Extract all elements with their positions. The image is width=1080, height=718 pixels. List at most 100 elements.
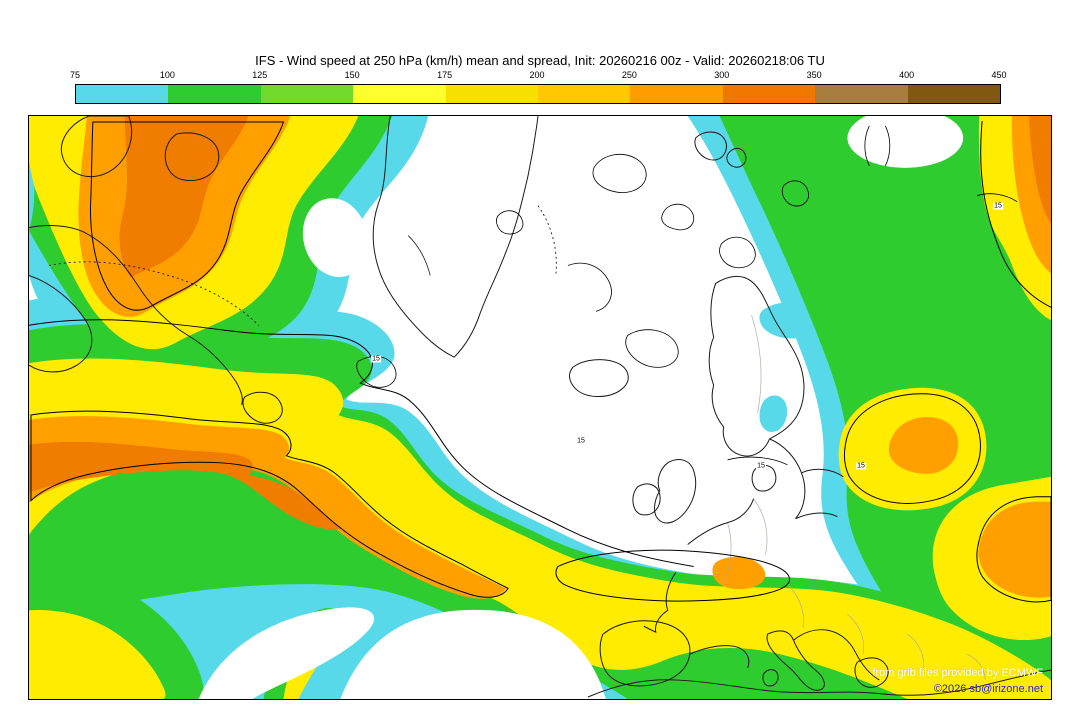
contour-spread-5 bbox=[625, 329, 679, 368]
coast-iberia bbox=[599, 620, 691, 687]
colorbar-tick-label: 100 bbox=[159, 70, 175, 80]
colorbar-segment bbox=[76, 85, 169, 103]
contour-atlantic-core bbox=[30, 410, 509, 598]
colorbar-segment bbox=[722, 85, 816, 103]
country-borders bbox=[723, 315, 986, 681]
coast-baltic-1 bbox=[769, 438, 806, 519]
contour-spread-10 bbox=[727, 456, 788, 466]
colorbar-tick-label: 75 bbox=[69, 70, 81, 80]
colorbar-tick-label: 300 bbox=[714, 70, 730, 80]
colorbar-ticks: 75 100 125 150 175 200 250 300 350 400 450 bbox=[70, 70, 1007, 82]
coast-svalbard-1 bbox=[694, 131, 727, 161]
coast-gulf-of-lion bbox=[689, 645, 750, 669]
contour-spread-7a bbox=[864, 125, 870, 167]
band-orange-europe-blob bbox=[712, 556, 766, 590]
contour-dashed-2 bbox=[537, 205, 557, 274]
colorbar-tick-label: 250 bbox=[621, 70, 637, 80]
band-deep-orange-topleft bbox=[119, 116, 249, 278]
coast-great-britain bbox=[654, 459, 697, 524]
colorbar-tick-label: 175 bbox=[437, 70, 453, 80]
band-orange-midright bbox=[888, 416, 959, 474]
contour-spread-6 bbox=[496, 210, 524, 235]
coast-ireland bbox=[632, 483, 661, 516]
coast-labrador bbox=[82, 231, 243, 406]
map-area: from grib files provided by ECMWF ©2026 … bbox=[28, 115, 1052, 700]
colorbar-tick-label: 125 bbox=[252, 70, 268, 80]
coast-greenland-fjord bbox=[407, 235, 431, 276]
contour-value-label: 15 bbox=[856, 462, 866, 470]
coast-baltic-2 bbox=[795, 512, 838, 520]
white-wedge-bottomleft bbox=[198, 607, 375, 699]
contour-dashed-1 bbox=[48, 261, 259, 326]
coast-stlawrence bbox=[29, 274, 93, 373]
white-gap-bottom-center bbox=[340, 609, 606, 699]
coast-greece bbox=[854, 657, 889, 688]
wind-bands bbox=[29, 116, 1051, 699]
colorbar-segment bbox=[907, 85, 1001, 103]
coastlines bbox=[29, 116, 1051, 698]
coast-denmark bbox=[751, 464, 777, 492]
colorbar-tick-label: 400 bbox=[899, 70, 915, 80]
border-line bbox=[723, 522, 732, 583]
colorbar-tick-label: 450 bbox=[991, 70, 1007, 80]
border-line bbox=[907, 633, 924, 671]
coast-adriatic bbox=[793, 629, 880, 681]
band-orange-right-edge bbox=[978, 501, 1051, 598]
contour-spread-3 bbox=[719, 236, 756, 269]
band-cyan-baltic-blob-1 bbox=[759, 302, 819, 339]
border-line bbox=[847, 614, 865, 655]
band-deep-orange-atlantic bbox=[29, 441, 343, 530]
contour-spread-4 bbox=[567, 262, 612, 312]
white-gap-top-right bbox=[847, 116, 964, 168]
contour-spread-11 bbox=[977, 193, 1018, 203]
contour-value-label: 15 bbox=[993, 202, 1003, 210]
colorbar-segment bbox=[353, 85, 446, 103]
chart-title: IFS - Wind speed at 250 hPa (km/h) mean … bbox=[255, 53, 825, 68]
coast-north-sea bbox=[687, 498, 755, 545]
colorbar-segment bbox=[538, 85, 631, 103]
border-line bbox=[967, 653, 986, 681]
contour-north-edge bbox=[29, 319, 694, 567]
colorbar-tick-label: 150 bbox=[344, 70, 360, 80]
contour-spread-2 bbox=[661, 203, 695, 231]
contour-value-label: 15 bbox=[576, 437, 586, 445]
colorbar-segment bbox=[168, 85, 261, 103]
contour-spread-7b bbox=[884, 125, 891, 167]
colorbar-tick-label: 350 bbox=[806, 70, 822, 80]
contour-value-label: 15 bbox=[371, 355, 381, 363]
white-eye-topleft bbox=[302, 198, 368, 277]
coast-baffin-2 bbox=[164, 132, 220, 182]
coast-baffin-1 bbox=[61, 116, 133, 178]
border-line bbox=[753, 498, 768, 555]
calm-white-regions bbox=[198, 116, 964, 699]
attribution-ecmwf: from grib files provided by ECMWF bbox=[872, 667, 1043, 679]
colorbar-bar bbox=[75, 84, 1001, 104]
colorbar-segment bbox=[815, 85, 908, 103]
coast-newfoundland bbox=[242, 391, 283, 424]
contour-midright bbox=[843, 393, 981, 504]
wind-map-svg bbox=[29, 116, 1051, 699]
contour-europe-jet bbox=[555, 549, 791, 602]
band-yellow-bottomleft bbox=[29, 610, 166, 699]
border-line bbox=[787, 584, 805, 629]
colorbar-segment bbox=[630, 85, 723, 103]
coast-iceland bbox=[569, 359, 629, 398]
coast-france-west bbox=[643, 572, 677, 634]
contour-right-edge bbox=[976, 496, 1051, 603]
colorbar-segment bbox=[445, 85, 539, 103]
contour-value-label: 15 bbox=[756, 462, 766, 470]
coast-sardinia bbox=[762, 669, 779, 687]
colorbar-tick-label: 200 bbox=[529, 70, 545, 80]
coast-hudson bbox=[29, 225, 84, 233]
border-line bbox=[751, 315, 762, 414]
coast-greenland bbox=[372, 116, 539, 358]
attribution-copyright: ©2026 sb@irizone.net bbox=[933, 683, 1043, 695]
contour-spread-1 bbox=[592, 153, 647, 193]
band-deep-orange-ne-corner bbox=[1029, 116, 1051, 224]
colorbar-segment bbox=[260, 85, 354, 103]
coast-svalbard-2 bbox=[726, 147, 747, 168]
contour-spread-8 bbox=[781, 180, 809, 207]
band-cyan-baltic-blob-3 bbox=[759, 395, 788, 432]
coast-baltic-3 bbox=[801, 468, 844, 478]
